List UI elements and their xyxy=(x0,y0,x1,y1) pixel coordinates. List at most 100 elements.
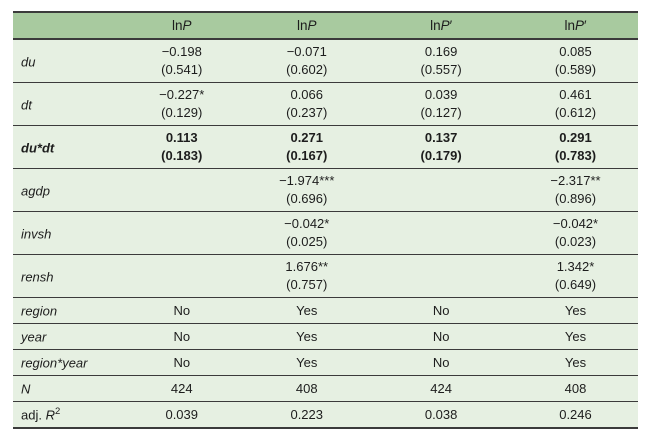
standard-error-value: (0.127) xyxy=(420,105,462,120)
header-prime-mark: ′ xyxy=(449,18,453,33)
summary-value: Yes xyxy=(564,329,587,344)
row-label: region*year xyxy=(13,349,120,376)
summary-cell: Yes xyxy=(244,323,370,350)
summary-value: 408 xyxy=(295,381,318,396)
table-row: N 424 408 424 408 xyxy=(13,375,638,402)
summary-value: 408 xyxy=(564,381,587,396)
coefficient-cell: 0.039 (0.127) xyxy=(369,82,513,126)
coefficient-cell: 1.342* (0.649) xyxy=(513,254,638,298)
summary-cell: No xyxy=(119,349,245,376)
coefficient-value: 0.039 xyxy=(424,87,458,102)
summary-cell: No xyxy=(369,349,513,376)
standard-error-value: (0.896) xyxy=(554,191,597,206)
coefficient-cell: 0.461 (0.612) xyxy=(513,82,638,126)
coefficient-cell: −0.042* (0.025) xyxy=(244,211,370,255)
summary-cell: Yes xyxy=(513,297,638,324)
summary-value: Yes xyxy=(564,355,587,370)
row-label: agdp xyxy=(13,168,120,212)
coefficient-value: −0.198 xyxy=(161,44,202,59)
table-row: du −0.198 (0.541) −0.071 (0.602) 0.169 (… xyxy=(13,39,638,83)
row-label-variable: du*dt xyxy=(21,140,55,156)
coefficient-value: 0.066 xyxy=(290,87,324,102)
header-variable-label: P xyxy=(307,18,317,33)
coefficient-cell: 0.085 (0.589) xyxy=(513,39,638,83)
header-ln-label: ln xyxy=(430,18,441,33)
table-body: du −0.198 (0.541) −0.071 (0.602) 0.169 (… xyxy=(13,39,638,429)
row-label: rensh xyxy=(13,254,120,298)
coefficient-cell: 0.271 (0.167) xyxy=(244,125,370,169)
standard-error-value: (0.023) xyxy=(554,234,597,249)
coefficient-cell: −2.317** (0.896) xyxy=(513,168,638,212)
table-header: lnP lnP lnP′ lnP′ xyxy=(13,11,638,40)
row-label-variable: invsh xyxy=(21,226,52,242)
row-label-variable: du xyxy=(21,54,36,70)
row-label-variable: region*year xyxy=(21,355,88,371)
summary-cell: Yes xyxy=(513,323,638,350)
header-ln-label: ln xyxy=(171,18,183,33)
standard-error-value xyxy=(371,233,511,251)
coefficient-cell: −1.974*** (0.696) xyxy=(244,168,370,212)
coefficient-value: 0.169 xyxy=(424,44,458,59)
header-cell: lnP′ xyxy=(513,11,638,40)
header-cell-empty xyxy=(13,11,120,40)
coefficient-cell: 0.137 (0.179) xyxy=(369,125,513,169)
row-label: invsh xyxy=(13,211,120,255)
coefficient-cell: −0.071 (0.602) xyxy=(244,39,370,83)
standard-error-value: (0.025) xyxy=(286,234,328,249)
coefficient-cell xyxy=(369,211,513,255)
coefficient-cell xyxy=(119,254,245,298)
summary-cell: 424 xyxy=(119,375,245,402)
coefficient-value: −2.317** xyxy=(550,173,601,188)
coefficient-cell: 0.066 (0.237) xyxy=(244,82,370,126)
coefficient-value xyxy=(371,172,511,190)
header-variable-label: P xyxy=(182,18,192,33)
standard-error-value: (0.757) xyxy=(286,277,328,292)
coefficient-value xyxy=(121,172,242,190)
coefficient-cell xyxy=(369,254,513,298)
coefficient-value xyxy=(121,258,242,276)
summary-cell: 0.246 xyxy=(513,401,638,429)
standard-error-value: (0.183) xyxy=(161,148,203,163)
table-row: rensh 1.676** (0.757) 1.342* (0.649) xyxy=(13,254,638,298)
coefficient-value: 1.342* xyxy=(556,259,595,274)
summary-cell: Yes xyxy=(513,349,638,376)
table-row: adj. R2 0.039 0.223 0.038 0.246 xyxy=(13,401,638,429)
coefficient-cell xyxy=(369,168,513,212)
coefficient-value: −0.042* xyxy=(552,216,599,231)
coefficient-cell: −0.198 (0.541) xyxy=(119,39,245,83)
header-cell: lnP′ xyxy=(369,11,513,40)
coefficient-cell: −0.042* (0.023) xyxy=(513,211,638,255)
summary-cell: 408 xyxy=(244,375,370,402)
table-row: region No Yes No Yes xyxy=(13,297,638,324)
coefficient-value: 0.085 xyxy=(559,44,592,59)
summary-value: 424 xyxy=(430,381,452,396)
standard-error-value: (0.541) xyxy=(161,62,203,77)
summary-cell: 0.223 xyxy=(244,401,370,429)
coefficient-value: 0.271 xyxy=(290,130,324,145)
standard-error-value xyxy=(121,190,242,208)
summary-value: No xyxy=(173,303,191,318)
coefficient-value: 1.676** xyxy=(285,259,329,274)
standard-error-value: (0.783) xyxy=(554,148,597,163)
standard-error-value: (0.602) xyxy=(286,62,328,77)
summary-cell: Yes xyxy=(244,297,370,324)
standard-error-value: (0.237) xyxy=(286,105,328,120)
coefficient-value: −1.974*** xyxy=(279,173,335,188)
results-table: lnP lnP lnP′ lnP′ du −0.198 (0.541) −0.0… xyxy=(13,11,638,429)
header-variable-label: P xyxy=(440,18,450,33)
coefficient-value: 0.113 xyxy=(165,130,198,145)
row-label: adj. R2 xyxy=(13,401,120,429)
summary-cell: 0.038 xyxy=(369,401,513,429)
header-cell: lnP xyxy=(119,11,245,40)
standard-error-value xyxy=(121,233,242,251)
row-label-variable: R xyxy=(45,407,55,423)
summary-value: 0.039 xyxy=(165,407,199,422)
standard-error-value: (0.649) xyxy=(554,277,597,292)
summary-value: Yes xyxy=(296,355,318,370)
row-label: du*dt xyxy=(13,125,120,169)
header-variable-label: P xyxy=(574,18,584,33)
summary-value: 0.223 xyxy=(290,407,324,422)
table-row: region*year No Yes No Yes xyxy=(13,349,638,376)
summary-value: No xyxy=(173,329,191,344)
row-label-variable: dt xyxy=(21,97,32,113)
